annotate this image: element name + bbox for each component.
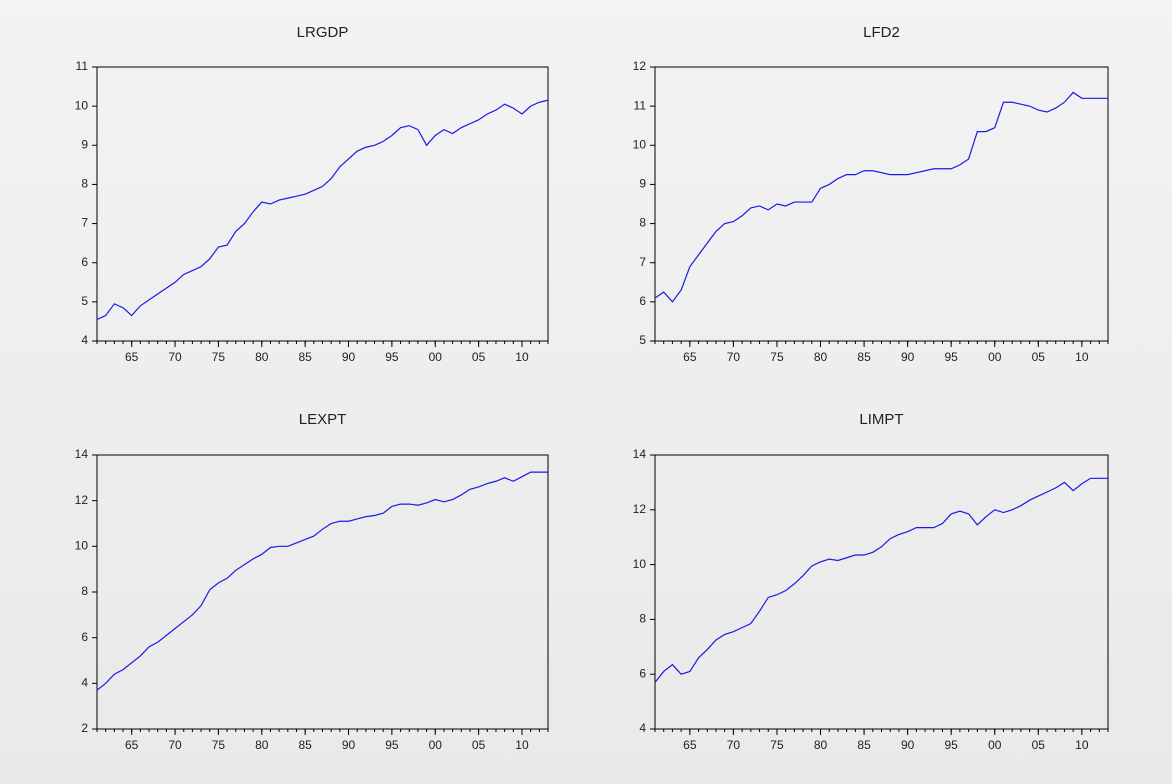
y-tick-label: 8 [81,177,88,191]
x-tick-label: 05 [1032,738,1046,752]
chart-title: LEXPT [299,411,347,428]
plot-area [96,454,549,730]
chart-panel: LEXPT 2 4 6 8 10 12 14 65 70 75 80 85 90 95 00 05 10 [75,411,549,752]
y-tick-label: 12 [633,59,647,73]
x-tick-label: 65 [683,738,697,752]
x-tick-label: 75 [212,738,226,752]
x-tick-label: 05 [472,350,486,364]
x-tick-label: 65 [125,738,139,752]
x-tick-label: 95 [385,738,399,752]
x-tick-label: 80 [255,738,269,752]
y-tick-label: 10 [75,539,89,553]
plot-area [654,66,1109,342]
x-tick-label: 75 [770,350,784,364]
x-tick-label: 65 [125,350,139,364]
x-tick-label: 70 [727,738,741,752]
y-tick-label: 11 [634,98,647,112]
x-tick-label: 85 [298,350,312,364]
x-tick-label: 05 [472,738,486,752]
x-tick-label: 00 [988,738,1002,752]
y-tick-label: 9 [81,137,88,151]
y-tick-label: 11 [76,59,89,73]
y-tick-label: 5 [81,294,88,308]
data-line [96,471,548,691]
y-tick-label: 8 [639,612,646,626]
x-tick-label: 95 [945,350,959,364]
y-tick-label: 10 [633,557,647,571]
x-tick-label: 90 [342,738,356,752]
x-tick-label: 05 [1032,350,1046,364]
x-tick-label: 85 [857,738,871,752]
x-tick-label: 90 [342,350,356,364]
x-tick-label: 80 [814,350,828,364]
y-tick-label: 10 [75,98,89,112]
y-tick-label: 8 [81,584,88,598]
y-tick-label: 6 [81,630,88,644]
y-tick-label: 7 [639,255,646,269]
x-tick-label: 80 [814,738,828,752]
plot-area [654,454,1109,730]
data-line [96,99,549,321]
y-tick-label: 2 [81,721,88,735]
x-tick-label: 10 [1075,738,1089,752]
y-tick-label: 5 [639,333,646,347]
x-tick-label: 85 [298,738,312,752]
y-tick-label: 6 [639,294,646,308]
x-tick-label: 75 [212,350,226,364]
y-tick-label: 12 [633,502,647,516]
y-tick-label: 4 [81,333,88,347]
y-tick-label: 14 [75,447,89,461]
y-tick-label: 10 [633,137,647,151]
x-tick-label: 10 [515,738,529,752]
x-tick-label: 95 [385,350,399,364]
y-tick-label: 4 [639,721,646,735]
y-tick-label: 8 [639,216,646,230]
y-tick-label: 14 [633,447,647,461]
x-tick-label: 95 [945,738,959,752]
x-tick-label: 10 [1075,350,1089,364]
chart-title: LFD2 [863,24,900,41]
x-tick-label: 00 [988,350,1002,364]
y-tick-label: 12 [75,493,89,507]
chart-panel: LIMPT 4 6 8 10 12 14 65 70 75 80 85 90 95 00 05 10 [633,411,1109,752]
x-tick-label: 70 [168,350,182,364]
y-tick-label: 6 [639,666,646,680]
x-tick-label: 00 [429,738,443,752]
x-tick-label: 70 [168,738,182,752]
x-tick-label: 75 [770,738,784,752]
y-tick-label: 4 [81,676,88,690]
x-tick-label: 90 [901,738,915,752]
y-tick-label: 7 [81,216,88,230]
chart-panel: LFD2 5 6 7 8 9 10 11 12 65 70 75 80 85 90 95 00 05 10 [633,24,1109,364]
x-tick-label: 00 [429,350,443,364]
x-tick-label: 90 [901,350,915,364]
data-line [654,477,1108,683]
chart-title: LRGDP [297,24,349,41]
x-tick-label: 85 [857,350,871,364]
y-tick-label: 9 [639,177,646,191]
y-tick-label: 6 [81,255,88,269]
x-tick-label: 65 [683,350,697,364]
plot-area [96,66,549,342]
chart-title: LIMPT [859,411,903,428]
x-tick-label: 70 [727,350,741,364]
data-line [654,91,1108,303]
x-tick-label: 80 [255,350,269,364]
x-tick-label: 10 [515,350,529,364]
chart-panel: LRGDP 4 5 6 7 8 9 10 11 65 70 75 80 85 90 95 00 05 10 [75,24,549,364]
